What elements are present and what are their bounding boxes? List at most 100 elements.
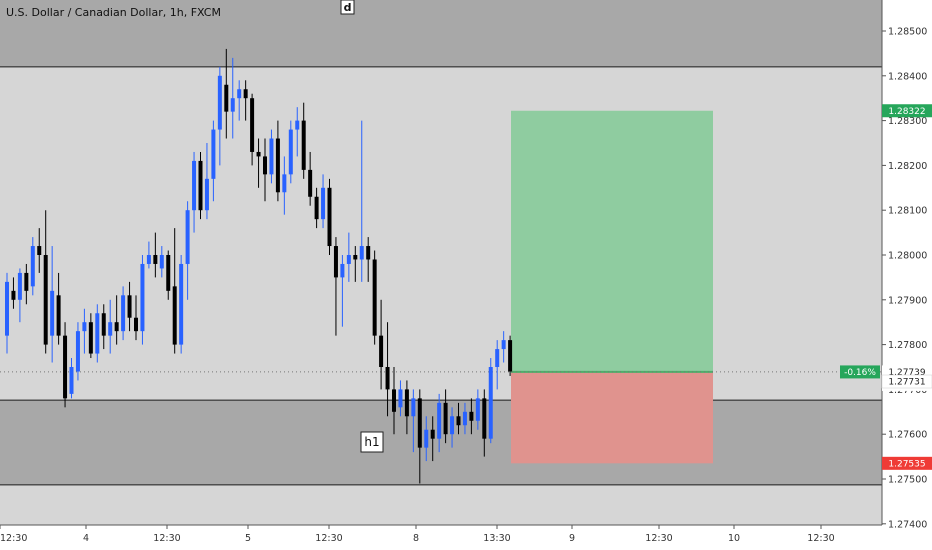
candle-body[interactable] bbox=[501, 340, 506, 350]
candle-body[interactable] bbox=[121, 295, 126, 332]
candle-body[interactable] bbox=[482, 398, 487, 439]
candle-body[interactable] bbox=[50, 290, 55, 336]
candle-body[interactable] bbox=[488, 367, 493, 439]
target-tag-bg bbox=[882, 104, 932, 118]
stop-price-tag: 1.27535 bbox=[882, 456, 932, 470]
candle-body[interactable] bbox=[288, 129, 293, 175]
candle-body[interactable] bbox=[462, 411, 467, 426]
candle-body[interactable] bbox=[346, 255, 351, 264]
candle-body[interactable] bbox=[275, 138, 280, 193]
candle-body[interactable] bbox=[237, 89, 242, 99]
candle-body[interactable] bbox=[146, 255, 151, 264]
candle-body[interactable] bbox=[192, 160, 197, 211]
candle-body[interactable] bbox=[379, 335, 384, 367]
candle-body[interactable] bbox=[372, 259, 377, 336]
change-tag-value: -0.16% bbox=[844, 368, 876, 378]
candle-body[interactable] bbox=[398, 389, 403, 408]
time-tick-label: 13:30 bbox=[483, 533, 510, 544]
candle-body[interactable] bbox=[475, 398, 480, 421]
candle-body[interactable] bbox=[443, 402, 448, 435]
position-loss-area[interactable] bbox=[511, 371, 713, 464]
price-tick-label: 1.27500 bbox=[888, 475, 927, 486]
candle-body[interactable] bbox=[114, 322, 119, 332]
candle-body[interactable] bbox=[30, 246, 35, 287]
candle-body[interactable] bbox=[56, 295, 61, 336]
candle-body[interactable] bbox=[166, 255, 171, 291]
candle-body[interactable] bbox=[243, 89, 248, 99]
time-axis[interactable] bbox=[0, 525, 882, 550]
candle-body[interactable] bbox=[295, 120, 300, 130]
price-tick-label: 1.28300 bbox=[888, 116, 927, 127]
candle-body[interactable] bbox=[314, 196, 319, 220]
stop-tag-value: 1.27535 bbox=[888, 460, 925, 470]
candle-body[interactable] bbox=[430, 429, 435, 439]
candle-body[interactable] bbox=[437, 402, 442, 439]
candle-body[interactable] bbox=[256, 151, 261, 157]
h1-marker-label: h1 bbox=[364, 435, 379, 449]
candle-body[interactable] bbox=[417, 398, 422, 448]
candle-body[interactable] bbox=[179, 263, 184, 345]
candle-body[interactable] bbox=[469, 411, 474, 421]
candle-body[interactable] bbox=[450, 416, 455, 435]
candle-body[interactable] bbox=[340, 263, 345, 278]
candle-body[interactable] bbox=[134, 317, 138, 332]
candle-body[interactable] bbox=[224, 84, 229, 112]
candle-body[interactable] bbox=[217, 75, 222, 130]
candle-body[interactable] bbox=[185, 210, 190, 264]
candle-body[interactable] bbox=[82, 322, 87, 332]
candle-body[interactable] bbox=[250, 98, 255, 152]
candle-body[interactable] bbox=[153, 255, 158, 264]
price-tick-label: 1.28400 bbox=[888, 71, 927, 82]
price-tick-label: 1.27900 bbox=[888, 295, 927, 306]
candle-body[interactable] bbox=[353, 255, 358, 260]
candle-body[interactable] bbox=[456, 416, 461, 426]
candle-body[interactable] bbox=[140, 263, 145, 332]
candle-body[interactable] bbox=[198, 160, 203, 211]
candle-body[interactable] bbox=[282, 174, 287, 193]
time-tick-label: 10 bbox=[728, 533, 740, 544]
candle-body[interactable] bbox=[321, 187, 326, 220]
candle-body[interactable] bbox=[263, 156, 267, 175]
candle-body[interactable] bbox=[37, 246, 42, 255]
candle-body[interactable] bbox=[230, 98, 235, 112]
candle-body[interactable] bbox=[366, 246, 371, 260]
candle-body[interactable] bbox=[411, 398, 416, 417]
d-marker-box bbox=[340, 0, 355, 15]
position-profit-area[interactable] bbox=[511, 110, 713, 372]
candle-body[interactable] bbox=[11, 290, 16, 300]
h1-marker[interactable]: h1 bbox=[360, 431, 384, 453]
d-marker[interactable]: d bbox=[340, 0, 355, 15]
candle-body[interactable] bbox=[301, 120, 306, 170]
time-tick-label: 12:30 bbox=[645, 533, 672, 544]
candle-body[interactable] bbox=[308, 169, 313, 197]
candle-body[interactable] bbox=[172, 286, 177, 345]
candle-body[interactable] bbox=[159, 255, 164, 269]
candle-body[interactable] bbox=[127, 295, 132, 318]
candle-body[interactable] bbox=[108, 322, 113, 336]
candle-body[interactable] bbox=[5, 281, 9, 336]
candle-body[interactable] bbox=[327, 187, 332, 247]
candle-body[interactable] bbox=[392, 389, 396, 412]
candle-body[interactable] bbox=[63, 335, 68, 399]
candle-body[interactable] bbox=[17, 272, 22, 300]
candle-body[interactable] bbox=[204, 178, 209, 211]
candle-body[interactable] bbox=[508, 340, 513, 372]
supply-zone[interactable] bbox=[0, 0, 882, 67]
candle-body[interactable] bbox=[359, 246, 364, 260]
candle-body[interactable] bbox=[495, 349, 500, 367]
candle-body[interactable] bbox=[101, 313, 106, 336]
candle-body[interactable] bbox=[43, 255, 48, 345]
candle-body[interactable] bbox=[211, 129, 216, 179]
candle-body[interactable] bbox=[75, 331, 80, 372]
candle-body[interactable] bbox=[88, 322, 93, 354]
candle-body[interactable] bbox=[385, 367, 390, 390]
candle-body[interactable] bbox=[95, 313, 100, 354]
candle-body[interactable] bbox=[69, 367, 74, 394]
candle-body[interactable] bbox=[404, 389, 409, 417]
candle-body[interactable] bbox=[424, 429, 429, 448]
candle-body[interactable] bbox=[269, 138, 274, 175]
candle-body[interactable] bbox=[24, 272, 29, 291]
candle-body[interactable] bbox=[333, 246, 338, 278]
